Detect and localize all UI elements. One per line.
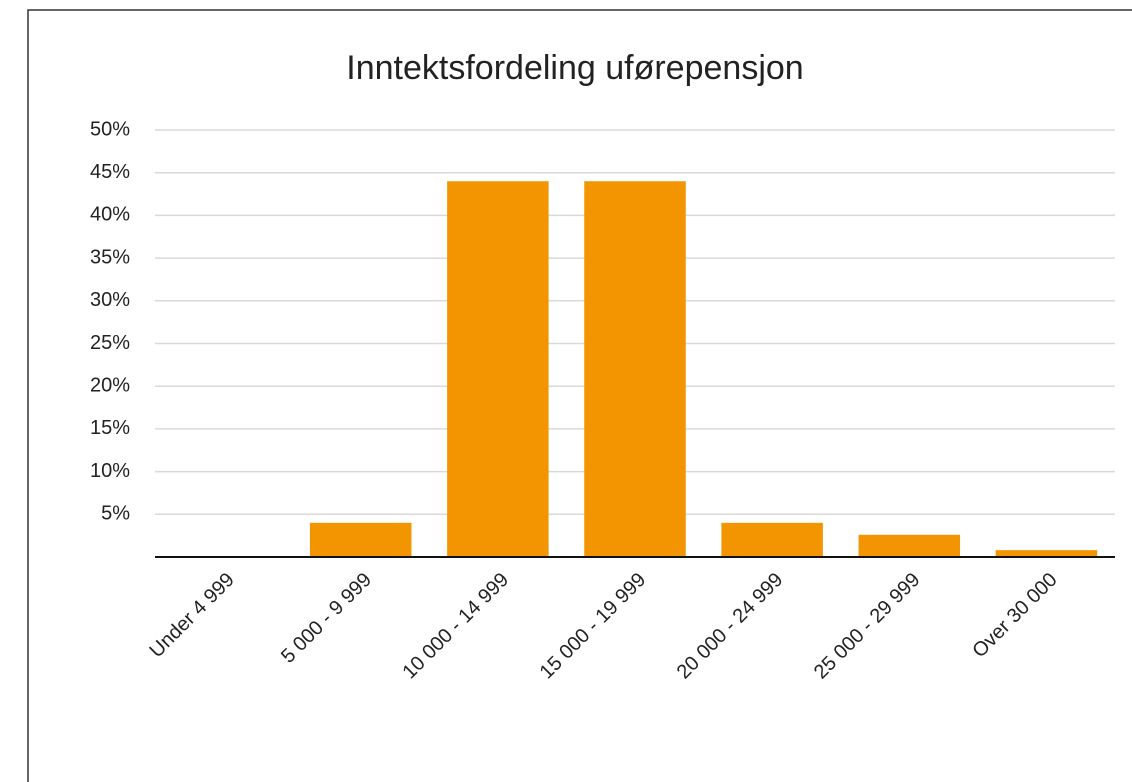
y-tick-label: 35%: [90, 246, 130, 268]
y-tick-label: 50%: [90, 118, 130, 140]
y-tick-label: 5%: [101, 503, 130, 525]
bar: [995, 550, 1098, 557]
bar: [721, 522, 823, 557]
y-tick-label: 40%: [90, 204, 130, 226]
y-tick-label: 25%: [90, 332, 130, 354]
y-tick-label: 15%: [90, 417, 130, 439]
y-tick-label: 10%: [90, 460, 130, 482]
bar: [309, 522, 412, 557]
bar: [447, 181, 549, 558]
bar: [584, 181, 686, 558]
y-tick-label: 20%: [90, 374, 130, 396]
frame: [27, 9, 1132, 782]
bar: [858, 534, 961, 557]
y-tick-label: 45%: [90, 161, 130, 183]
chart-title: Inntektsfordeling uførepensjon: [346, 49, 803, 87]
y-tick-label: 30%: [90, 289, 130, 311]
